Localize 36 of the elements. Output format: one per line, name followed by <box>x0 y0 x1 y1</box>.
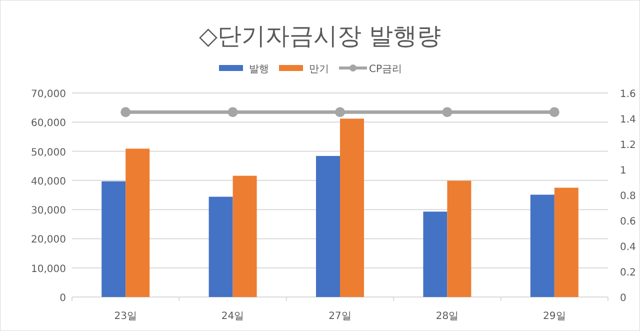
bar <box>102 181 126 297</box>
y-tick-label: 20,000 <box>31 234 66 246</box>
x-tick-label: 23일 <box>114 311 137 322</box>
legend-label: CP금리 <box>369 64 402 75</box>
chart-title: ◇단기자금시장 발행량 <box>198 22 442 50</box>
y-tick-label: 40,000 <box>31 176 66 188</box>
bar <box>554 188 578 297</box>
y-tick-label: 50,000 <box>31 147 66 158</box>
bar <box>530 194 554 297</box>
legend-label: 발행 <box>249 64 269 75</box>
bar <box>208 196 233 297</box>
y2-tick-label: 1 <box>620 166 626 176</box>
y2-tick-label: 1.6 <box>620 89 636 100</box>
x-tick-label: 29일 <box>543 311 566 322</box>
y-tick-label: 0 <box>60 293 66 304</box>
bar <box>232 176 257 297</box>
x-tick-label: 27일 <box>328 311 352 322</box>
y-tick-label: 10,000 <box>31 264 66 275</box>
bar <box>423 212 448 297</box>
y2-tick-label: 0.4 <box>620 242 636 253</box>
bar <box>316 156 340 297</box>
y2-tick-label: 0 <box>620 293 626 304</box>
y-tick-label: 70,000 <box>31 89 66 100</box>
y2-tick-label: 0.8 <box>620 191 636 202</box>
y2-tick-label: 1.2 <box>620 140 636 151</box>
y2-tick-label: 0.2 <box>620 268 636 278</box>
legend-label: 만기 <box>309 64 329 75</box>
y-tick-label: 60,000 <box>31 118 66 130</box>
bar <box>447 180 472 297</box>
y-tick-label: 30,000 <box>31 206 66 217</box>
x-tick-label: 24일 <box>221 311 244 322</box>
x-tick-label: 28일 <box>436 311 459 322</box>
bar <box>340 118 364 297</box>
y2-tick-label: 0.6 <box>620 216 636 228</box>
y2-tick-label: 1.4 <box>620 114 636 126</box>
bar <box>126 148 150 297</box>
